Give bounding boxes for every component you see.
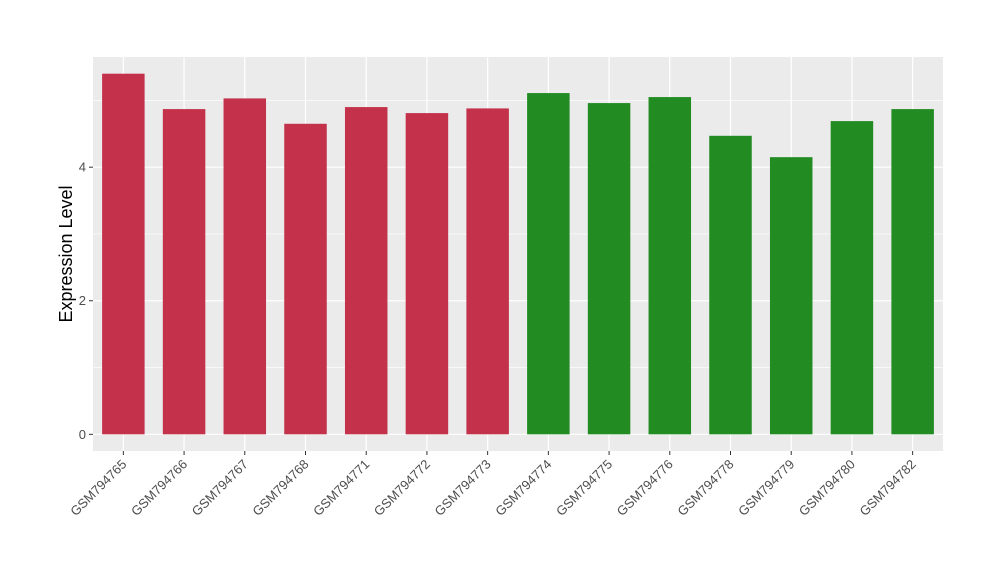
bar-GSM794780 [830,121,874,435]
y-tick-label: 2 [79,293,86,308]
x-tick-label: GSM794774 [492,457,554,519]
bar-GSM794772 [405,113,449,435]
x-axis-ticks: GSM794765GSM794766GSM794767GSM794768GSM7… [67,451,919,519]
x-tick-label: GSM794766 [128,457,190,519]
bar-GSM794774 [527,93,570,435]
bar-GSM794778 [709,135,752,435]
bar-GSM794779 [769,157,813,435]
bar-GSM794768 [284,123,327,435]
bar-GSM794765 [102,73,145,435]
x-tick-label: GSM794776 [614,457,676,519]
x-tick-label: GSM794782 [857,457,919,519]
x-tick-label: GSM794775 [553,457,615,519]
bars [102,73,934,435]
bar-GSM794782 [891,109,934,435]
bar-GSM794766 [162,109,206,435]
x-tick-label: GSM794779 [735,457,797,519]
bar-GSM794771 [344,107,388,435]
x-tick-label: GSM794765 [67,457,129,519]
bar-GSM794775 [587,103,631,435]
x-tick-label: GSM794773 [432,457,494,519]
y-axis-ticks: 0 2 4 [79,160,93,442]
bar-GSM794767 [223,98,267,435]
x-tick-label: GSM794771 [310,457,372,519]
y-axis-title: Expression Level [56,185,76,322]
x-tick-label: GSM794780 [796,457,858,519]
bar-GSM794776 [648,97,692,435]
x-tick-label: GSM794767 [189,457,251,519]
x-tick-label: GSM794768 [249,457,311,519]
plot-panel [93,57,943,451]
y-tick-label: 4 [79,160,86,175]
bar-GSM794773 [466,108,509,435]
x-tick-label: GSM794778 [674,457,736,519]
x-tick-label: GSM794772 [371,457,433,519]
y-tick-label: 0 [79,427,86,442]
